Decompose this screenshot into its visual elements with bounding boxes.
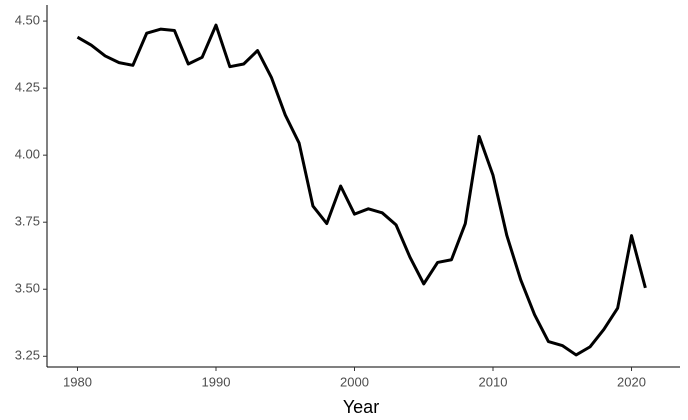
x-tick-label: 2010 [479,374,508,389]
x-tick-label: 1990 [202,374,231,389]
y-tick-label: 4.00 [15,147,40,162]
y-tick-label: 4.50 [15,13,40,28]
x-axis-title: Year [343,397,379,417]
y-tick-label: 4.25 [15,80,40,95]
x-tick-label: 2020 [617,374,646,389]
y-tick-label: 3.50 [15,281,40,296]
x-tick-label: 1980 [63,374,92,389]
data-line [76,23,647,357]
y-tick-label: 3.75 [15,214,40,229]
x-tick-label: 2000 [340,374,369,389]
y-tick-label: 3.25 [15,348,40,363]
